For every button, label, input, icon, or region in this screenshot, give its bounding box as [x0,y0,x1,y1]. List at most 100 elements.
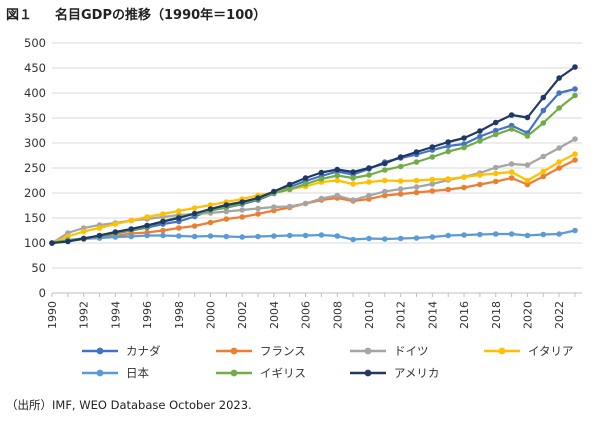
data-point [397,186,404,192]
data-point [160,232,166,239]
data-point [223,202,230,208]
data-point [429,181,436,187]
data-point [334,177,341,184]
data-point [461,144,467,151]
data-point [413,149,420,155]
x-tick-label: 1992 [78,301,91,329]
data-point [128,217,135,224]
data-point [286,203,293,210]
data-point [508,112,515,118]
data-point [492,170,499,177]
data-point [540,94,547,101]
y-tick-labels: 0 50 100 150 200 250 300 350 400 450 500 [24,36,46,300]
data-point [413,235,420,241]
data-point [540,231,547,238]
data-point [397,163,404,170]
data-point [508,175,515,181]
data-point [397,191,404,197]
data-point [508,231,515,237]
data-point [160,227,166,234]
data-point [112,234,119,240]
data-point [429,144,436,150]
y-tick-label: 100 [24,236,46,250]
data-point [255,205,261,212]
data-point [461,232,467,238]
data-point [255,195,261,201]
series-6 [49,64,578,246]
data-point [413,177,420,184]
data-point [477,181,483,188]
data-point [223,216,230,222]
x-tick-label: 1998 [173,301,186,329]
data-point [397,154,404,160]
data-point [540,168,547,175]
data-point [318,169,325,176]
x-tick-label: 2010 [363,301,376,329]
data-point [461,135,467,141]
data-point [492,131,499,138]
data-point [160,218,166,225]
x-tick-label: 2012 [395,301,408,329]
data-point [382,177,388,184]
x-tick-labels: 1990 1992 1994 1996 1998 2000 2002 2004 2006 2008… [46,301,566,329]
data-point [429,188,436,194]
data-point [556,159,562,165]
data-point [556,231,562,237]
data-point [286,186,293,193]
data-point [477,231,483,238]
x-tick-label: 1990 [46,301,59,329]
data-point [572,157,578,163]
figure-label: 図１ [6,8,32,23]
data-point [334,172,341,179]
data-point [286,181,293,188]
data-point [302,175,309,181]
data-point [556,165,562,171]
data-point [382,188,388,195]
legend-swatch-marker [364,347,372,355]
data-point [572,64,578,70]
data-point [429,234,436,240]
legend-label: イギリス [260,366,306,380]
data-point [65,238,71,245]
data-point [540,107,547,114]
data-point [318,232,325,238]
data-point [271,233,277,239]
data-point [191,205,198,211]
y-tick-label: 500 [24,36,46,50]
data-point [477,133,483,140]
data-point [413,189,420,196]
data-point [350,175,356,181]
data-point [318,195,325,202]
series-line [51,66,576,245]
data-point [524,181,531,188]
data-point [572,86,578,92]
data-point [540,173,547,180]
data-point [271,204,277,210]
data-point [144,232,150,239]
data-point [144,222,150,229]
data-point [477,172,483,178]
y-tick-label: 350 [24,111,46,125]
data-point [239,199,245,205]
data-point [334,166,341,173]
data-point [413,159,420,165]
data-point [366,192,372,199]
data-point [572,136,578,142]
data-point [382,160,388,167]
legend-item: 日本 [82,366,149,380]
data-point [80,235,87,242]
data-point [302,181,309,187]
data-point [96,232,103,239]
data-point [96,225,103,231]
legend-label: ドイツ [394,344,429,358]
data-point [382,192,388,199]
data-point [207,202,214,208]
data-point [255,233,261,240]
data-point [556,75,562,81]
data-point [508,126,515,132]
data-point [112,229,119,235]
legend-item: アメリカ [350,366,439,380]
y-tick-label: 150 [24,211,46,225]
data-point [207,233,214,239]
